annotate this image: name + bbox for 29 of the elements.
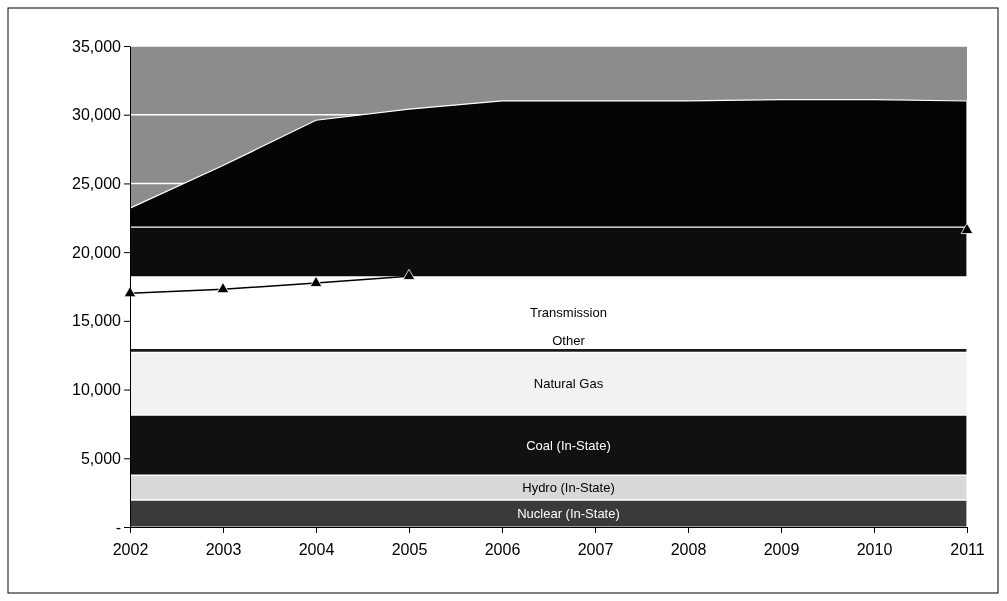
point — [309, 275, 323, 287]
y-tick-label: 20,000 — [72, 243, 122, 261]
y-tick-label: 15,000 — [72, 312, 122, 330]
x-tick-label: 2010 — [856, 541, 893, 559]
series-label: Hydro (In-State) — [522, 480, 615, 496]
y-tick-label: 35,000 — [72, 37, 122, 55]
x-tick-label: 2011 — [950, 541, 985, 559]
y-tick-label: - — [115, 518, 121, 536]
y-tick-label: 10,000 — [72, 381, 122, 399]
x-tick-label: 2009 — [763, 541, 800, 559]
series-label: Coal (In-State) — [526, 437, 611, 453]
x-tick-label: 2004 — [298, 541, 335, 559]
point — [216, 282, 230, 294]
series-label: Transmission — [530, 305, 607, 321]
series-label: Natural Gas — [533, 376, 604, 392]
x-tick-label: 2003 — [205, 541, 242, 559]
point — [123, 286, 137, 298]
x-tick-label: 2002 — [112, 541, 149, 559]
y-tick-label: 25,000 — [72, 175, 122, 193]
y-tick-label: 30,000 — [72, 106, 122, 124]
series-label: Nuclear (In-State) — [517, 506, 620, 522]
point — [960, 222, 974, 234]
x-tick-label: 2006 — [484, 541, 521, 559]
x-tick-label: 2005 — [391, 541, 428, 559]
series-label: Other — [552, 333, 586, 349]
point — [402, 269, 416, 280]
x-tick-label: 2007 — [577, 541, 614, 559]
y-tick-label: 5,000 — [80, 449, 122, 467]
x-tick-label: 2008 — [670, 541, 707, 559]
